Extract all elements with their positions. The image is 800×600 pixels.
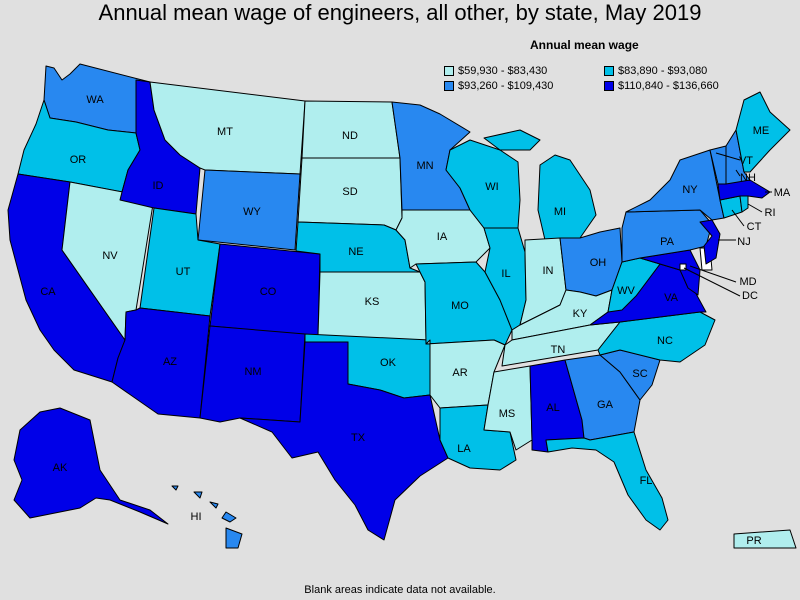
state-pr[interactable] (733, 529, 797, 549)
state-label-co: CO (260, 286, 277, 298)
footnote: Blank areas indicate data not available. (304, 584, 496, 596)
state-label-ms: MS (499, 408, 516, 420)
state-label-dc: DC (742, 290, 758, 302)
state-label-nj: NJ (737, 236, 750, 248)
label-leader-lines (683, 152, 772, 297)
state-label-mt: MT (217, 126, 233, 138)
state-md[interactable] (639, 249, 701, 296)
state-label-mo: MO (451, 300, 469, 312)
state-label-al: AL (546, 402, 559, 414)
state-label-ri: RI (765, 207, 776, 219)
leader-vt (715, 152, 741, 161)
leader-dc (683, 267, 741, 297)
legend-item-4: $110,840 - $136,660 (604, 80, 719, 92)
state-label-ia: IA (437, 231, 448, 243)
state-label-nd: ND (342, 130, 358, 142)
state-label-sd: SD (342, 186, 357, 198)
state-label-wi: WI (485, 181, 498, 193)
legend-label: $59,930 - $83,430 (458, 65, 548, 77)
legend-swatch (604, 81, 614, 91)
state-label-mi: MI (554, 206, 566, 218)
leader-ct (731, 209, 745, 227)
state-label-ga: GA (597, 399, 614, 411)
legend-label: $110,840 - $136,660 (618, 80, 719, 92)
legend-item-2: $83,890 - $93,080 (604, 65, 707, 77)
legend-swatch (444, 81, 454, 91)
state-tx[interactable] (239, 341, 449, 541)
state-label-nh: NH (740, 172, 756, 184)
state-label-wy: WY (243, 206, 261, 218)
state-label-az: AZ (163, 356, 177, 368)
states-layer (7, 63, 797, 549)
state-az[interactable] (111, 307, 211, 419)
leader-ri (747, 203, 763, 213)
legend-item-1: $59,930 - $83,430 (444, 65, 547, 77)
state-nj[interactable] (699, 219, 721, 265)
state-nh[interactable] (725, 129, 751, 185)
state-label-ks: KS (365, 296, 380, 308)
state-label-va: VA (664, 292, 679, 304)
legend-label: $83,890 - $93,080 (618, 65, 708, 77)
state-label-pr: PR (746, 535, 761, 547)
state-label-tn: TN (551, 344, 566, 356)
state-ri[interactable] (739, 195, 749, 213)
state-label-oh: OH (590, 257, 607, 269)
legend-item-3: $93,260 - $109,430 (444, 80, 553, 92)
state-ny[interactable] (625, 149, 725, 221)
state-label-wv: WV (617, 285, 635, 297)
legend-label: $93,260 - $109,430 (458, 80, 554, 92)
state-label-hi: HI (191, 511, 202, 523)
state-ne[interactable] (295, 221, 421, 273)
leader-nh (735, 169, 741, 177)
state-label-in: IN (543, 265, 554, 277)
state-labels: WA OR CA NV ID MT WY UT AZ CO NM ND SD NE KS OK TX MN IA MO… (40, 94, 791, 547)
map-title: Annual mean wage of engineers, all other… (98, 0, 702, 25)
state-fl[interactable] (545, 431, 669, 531)
state-label-ny: NY (682, 184, 698, 196)
state-label-nm: NM (244, 366, 261, 378)
state-label-md: MD (739, 276, 756, 288)
state-label-nv: NV (102, 250, 118, 262)
state-label-ne: NE (348, 246, 363, 258)
state-label-il: IL (501, 268, 510, 280)
state-label-ar: AR (452, 367, 467, 379)
state-ak[interactable] (13, 407, 169, 525)
state-wy[interactable] (197, 169, 301, 251)
legend-swatch (444, 66, 454, 76)
state-label-vt: VT (739, 155, 753, 167)
state-label-wa: WA (86, 94, 104, 106)
state-label-ok: OK (380, 357, 397, 369)
state-label-nc: NC (657, 335, 673, 347)
state-label-sc: SC (632, 368, 647, 380)
state-label-tx: TX (351, 432, 366, 444)
state-label-me: ME (753, 125, 770, 137)
state-label-ct: CT (747, 221, 762, 233)
state-label-pa: PA (660, 236, 675, 248)
state-ma[interactable] (717, 179, 771, 201)
leader-md (689, 265, 737, 283)
legend-title: Annual mean wage (530, 38, 639, 52)
state-hi[interactable] (171, 485, 243, 549)
state-me[interactable] (735, 91, 791, 173)
state-label-id: ID (153, 180, 164, 192)
state-label-ak: AK (53, 462, 68, 474)
state-mi[interactable] (483, 129, 597, 241)
state-label-ut: UT (176, 266, 191, 278)
state-wi[interactable] (445, 139, 521, 229)
state-label-mn: MN (416, 160, 433, 172)
legend-swatch (604, 66, 614, 76)
state-label-ky: KY (573, 308, 588, 320)
state-label-fl: FL (640, 475, 653, 487)
state-label-la: LA (457, 443, 471, 455)
state-label-ma: MA (774, 187, 791, 199)
state-label-or: OR (70, 154, 87, 166)
state-label-ca: CA (40, 286, 56, 298)
